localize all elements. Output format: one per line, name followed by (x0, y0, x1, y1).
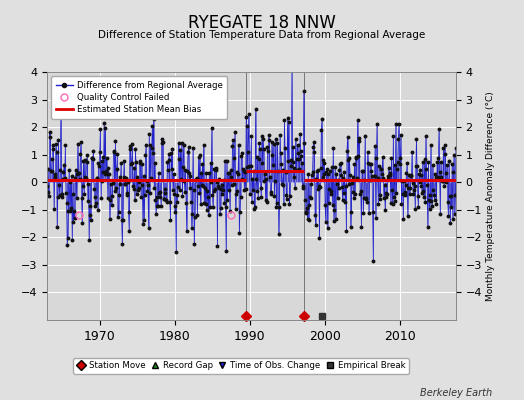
Text: Difference of Station Temperature Data from Regional Average: Difference of Station Temperature Data f… (99, 30, 425, 40)
Y-axis label: Monthly Temperature Anomaly Difference (°C): Monthly Temperature Anomaly Difference (… (486, 91, 495, 301)
Text: Berkeley Earth: Berkeley Earth (420, 388, 493, 398)
Legend: Difference from Regional Average, Quality Control Failed, Estimated Station Mean: Difference from Regional Average, Qualit… (51, 76, 227, 119)
Text: RYEGATE 18 NNW: RYEGATE 18 NNW (188, 14, 336, 32)
Legend: Station Move, Record Gap, Time of Obs. Change, Empirical Break: Station Move, Record Gap, Time of Obs. C… (73, 358, 409, 374)
